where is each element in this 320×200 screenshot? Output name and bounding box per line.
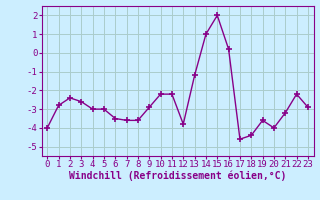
X-axis label: Windchill (Refroidissement éolien,°C): Windchill (Refroidissement éolien,°C) <box>69 171 286 181</box>
